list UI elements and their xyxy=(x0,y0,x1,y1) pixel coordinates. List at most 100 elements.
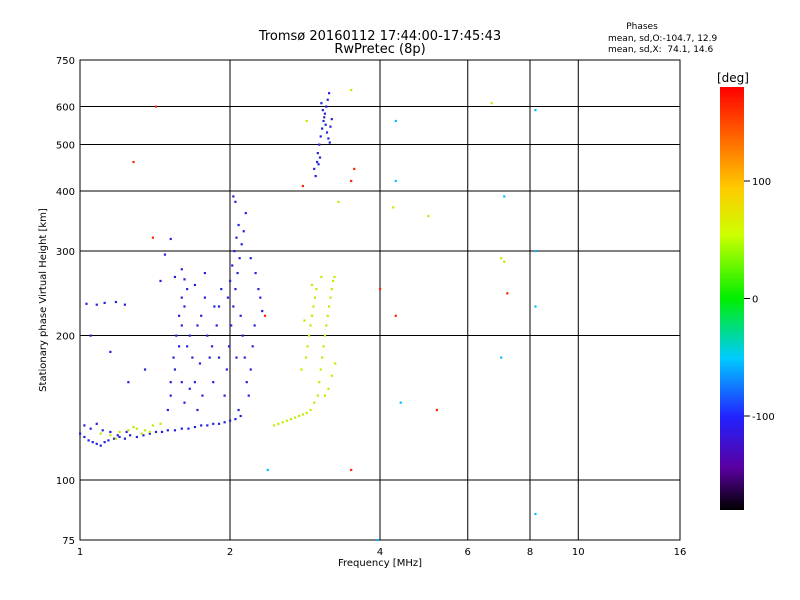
data-point xyxy=(148,432,151,435)
data-point xyxy=(503,260,506,263)
data-point xyxy=(235,356,238,359)
data-point xyxy=(266,468,269,472)
data-point xyxy=(350,88,353,92)
data-point xyxy=(169,394,172,397)
data-point xyxy=(321,127,324,130)
data-point xyxy=(330,374,333,377)
data-point xyxy=(318,381,321,384)
data-point xyxy=(326,314,329,317)
data-point xyxy=(319,135,322,138)
data-point xyxy=(379,288,382,291)
y-tick-label: 600 xyxy=(56,103,75,114)
colorbar xyxy=(720,87,744,510)
data-point xyxy=(305,119,308,123)
data-point xyxy=(245,381,248,384)
data-point xyxy=(277,422,280,425)
data-point xyxy=(237,223,240,227)
data-point xyxy=(89,427,92,430)
data-point xyxy=(330,118,333,121)
data-point xyxy=(230,324,233,327)
data-point xyxy=(234,418,237,421)
data-point xyxy=(223,421,226,424)
data-point xyxy=(313,401,316,404)
data-point xyxy=(196,324,199,327)
data-point xyxy=(534,109,537,112)
data-point xyxy=(272,424,276,427)
colorbar-ticks: 100 0 -100 xyxy=(744,177,775,423)
data-point xyxy=(232,195,235,198)
data-point xyxy=(200,314,203,317)
data-point xyxy=(180,381,183,384)
chart-subtitle: RwPretec (8p) xyxy=(334,42,425,57)
data-point xyxy=(123,437,126,440)
x-axis-label: Frequency [MHz] xyxy=(338,558,422,569)
data-point xyxy=(193,425,197,429)
stats-heading: Phases xyxy=(626,22,658,32)
data-point xyxy=(206,424,209,427)
data-point xyxy=(103,301,106,305)
data-point xyxy=(225,368,228,371)
data-point xyxy=(263,314,267,317)
y-tick-label: 750 xyxy=(56,56,75,67)
data-point xyxy=(107,439,110,442)
data-point xyxy=(249,368,252,371)
data-point xyxy=(143,429,147,432)
data-point xyxy=(239,414,242,418)
y-tick-label: 400 xyxy=(56,187,75,198)
data-point xyxy=(328,141,331,144)
data-point xyxy=(226,296,230,299)
data-point xyxy=(323,116,326,119)
colorbar-tick-label: -100 xyxy=(752,412,775,423)
data-point xyxy=(187,427,190,430)
data-point xyxy=(87,439,90,442)
data-point xyxy=(329,296,332,299)
y-tick-label: 75 xyxy=(62,536,75,547)
data-point xyxy=(490,102,493,105)
chart-title: Tromsø 20160112 17:44:00-17:45:43 xyxy=(258,29,501,44)
data-point xyxy=(316,160,319,164)
x-tick-label: 6 xyxy=(465,547,471,558)
data-point xyxy=(229,419,232,422)
data-point xyxy=(313,296,317,299)
data-point xyxy=(89,334,92,337)
data-point xyxy=(234,200,237,203)
data-point xyxy=(327,387,330,390)
data-point xyxy=(303,319,306,322)
colorbar-tick-label: 0 xyxy=(752,295,758,306)
data-point xyxy=(135,427,138,430)
data-point xyxy=(500,257,503,260)
y-tick-label: 100 xyxy=(56,476,75,487)
data-point xyxy=(213,305,216,308)
data-point xyxy=(394,314,397,317)
data-point xyxy=(177,345,181,348)
data-point xyxy=(132,160,135,164)
data-point xyxy=(310,314,314,317)
data-point xyxy=(173,275,177,279)
data-point xyxy=(180,268,183,271)
data-point xyxy=(322,119,325,123)
colorbar-tick-label: 100 xyxy=(752,177,771,188)
data-point xyxy=(99,432,102,435)
data-point xyxy=(300,368,303,371)
data-point xyxy=(95,442,98,445)
data-point xyxy=(159,422,162,425)
data-point xyxy=(103,441,106,444)
data-point xyxy=(193,283,197,287)
data-point xyxy=(327,305,331,308)
data-point xyxy=(180,324,183,327)
data-point xyxy=(95,303,98,306)
data-point xyxy=(309,324,312,327)
data-point xyxy=(198,362,202,365)
data-point xyxy=(154,430,158,434)
data-point xyxy=(249,257,252,260)
y-tick-label: 300 xyxy=(56,247,75,258)
data-point xyxy=(293,416,297,419)
data-point xyxy=(337,200,340,203)
data-point xyxy=(435,408,438,412)
data-point xyxy=(297,414,301,418)
data-point xyxy=(109,430,112,434)
x-tick-label: 2 xyxy=(227,547,233,558)
data-point xyxy=(231,264,234,267)
data-point xyxy=(172,356,175,359)
